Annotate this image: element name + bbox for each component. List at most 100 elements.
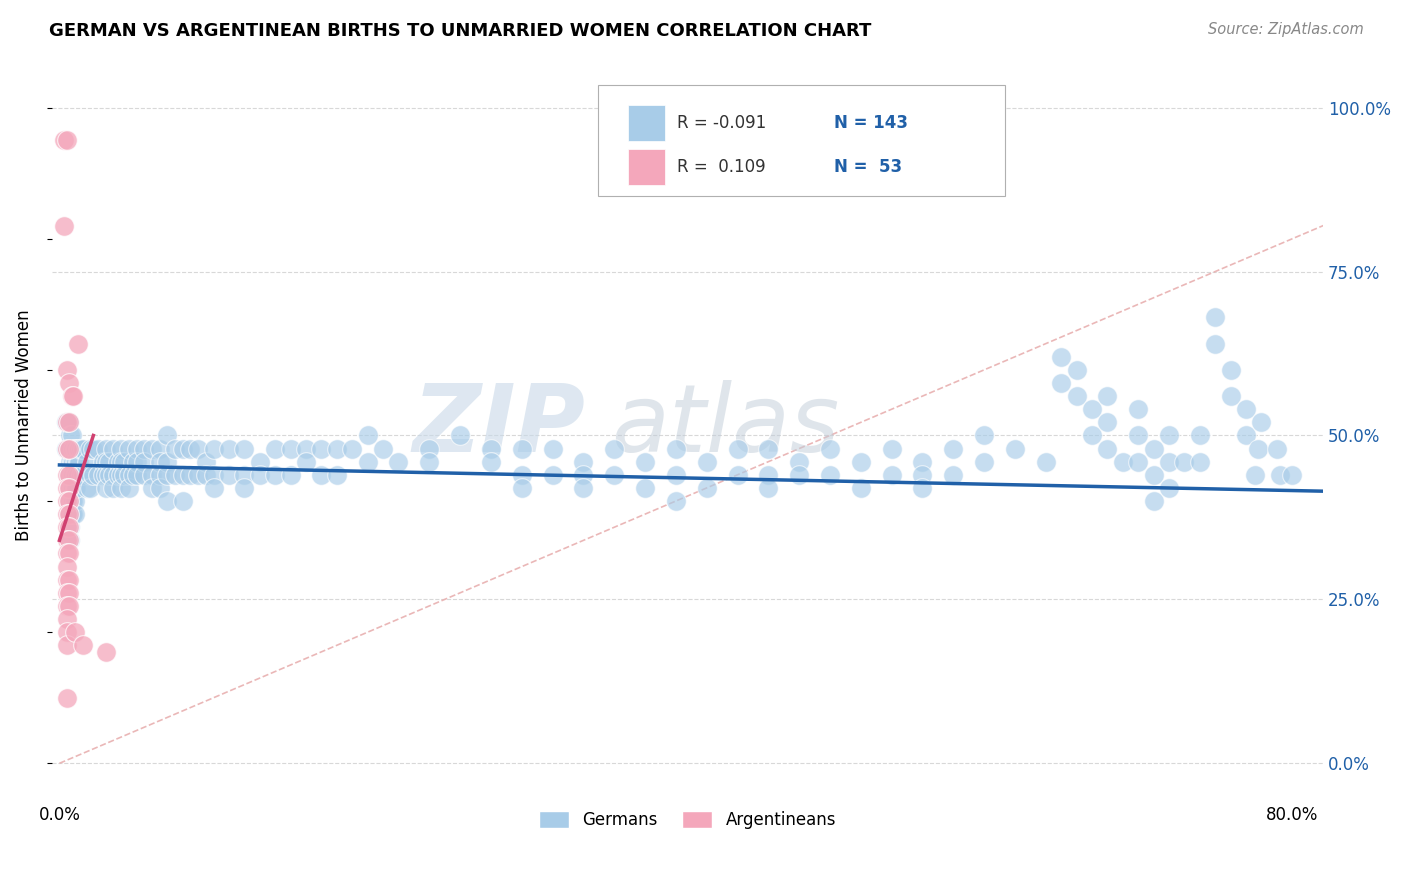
Point [1219, 363, 1241, 377]
Point [1281, 467, 1303, 482]
Point [94, 645, 117, 659]
Point [58, 415, 80, 429]
Point [634, 481, 657, 495]
Point [60, 494, 83, 508]
Point [122, 467, 145, 482]
Point [66, 455, 89, 469]
Point [665, 494, 688, 508]
Point [63, 494, 86, 508]
Text: N =  53: N = 53 [834, 158, 901, 177]
Point [572, 481, 595, 495]
Point [62, 507, 84, 521]
Point [202, 481, 225, 495]
Point [94, 442, 117, 456]
Point [62, 467, 84, 482]
Point [60, 507, 83, 521]
Point [634, 455, 657, 469]
Point [371, 442, 394, 456]
Point [110, 442, 132, 456]
Point [1035, 455, 1057, 469]
Text: GERMAN VS ARGENTINEAN BIRTHS TO UNMARRIED WOMEN CORRELATION CHART: GERMAN VS ARGENTINEAN BIRTHS TO UNMARRIE… [49, 22, 872, 40]
Point [163, 467, 186, 482]
Point [79, 467, 101, 482]
Point [1204, 310, 1226, 325]
Point [56, 363, 79, 377]
Y-axis label: Births to Unmarried Women: Births to Unmarried Women [15, 310, 32, 541]
Point [233, 481, 256, 495]
Point [97, 455, 120, 469]
Point [479, 455, 502, 469]
Point [118, 442, 141, 456]
Point [60, 428, 83, 442]
Point [56, 533, 79, 548]
Point [756, 481, 779, 495]
Point [187, 467, 209, 482]
Point [58, 573, 80, 587]
Point [55, 415, 77, 429]
Point [264, 442, 287, 456]
FancyBboxPatch shape [599, 85, 1005, 196]
Point [295, 455, 318, 469]
Point [727, 467, 749, 482]
Point [59, 455, 82, 469]
Text: atlas: atlas [612, 380, 839, 471]
Point [233, 442, 256, 456]
Point [942, 442, 965, 456]
Point [55, 442, 77, 456]
Point [63, 455, 86, 469]
Point [911, 481, 934, 495]
Point [280, 467, 302, 482]
Point [541, 467, 564, 482]
Point [510, 481, 533, 495]
Point [1204, 336, 1226, 351]
Point [58, 494, 80, 508]
Point [233, 467, 256, 482]
Point [172, 494, 194, 508]
Point [79, 442, 101, 456]
Point [65, 467, 87, 482]
Point [56, 442, 79, 456]
Point [72, 442, 94, 456]
Point [818, 442, 841, 456]
Point [56, 546, 79, 560]
Point [87, 442, 110, 456]
Point [58, 376, 80, 390]
Text: R = -0.091: R = -0.091 [678, 114, 766, 132]
Point [56, 467, 79, 482]
Point [62, 389, 84, 403]
Point [94, 467, 117, 482]
Point [65, 455, 87, 469]
Point [1188, 455, 1211, 469]
Point [572, 467, 595, 482]
Point [172, 442, 194, 456]
Point [63, 481, 86, 495]
Point [62, 455, 84, 469]
Point [1244, 467, 1267, 482]
Text: N = 143: N = 143 [834, 114, 908, 132]
Point [342, 442, 364, 456]
Point [56, 507, 79, 521]
Point [82, 442, 104, 456]
Point [1066, 389, 1088, 403]
Point [141, 481, 163, 495]
Point [63, 507, 86, 521]
Point [59, 507, 82, 521]
Point [818, 467, 841, 482]
Point [357, 428, 380, 442]
Point [91, 467, 114, 482]
Point [69, 442, 91, 456]
Point [110, 481, 132, 495]
Point [1128, 402, 1150, 417]
Point [76, 481, 98, 495]
Point [79, 481, 101, 495]
Point [59, 520, 82, 534]
Point [249, 455, 271, 469]
Point [56, 494, 79, 508]
Point [125, 467, 148, 482]
Point [134, 442, 156, 456]
Point [62, 481, 84, 495]
Point [141, 442, 163, 456]
Point [311, 442, 333, 456]
Point [1157, 455, 1180, 469]
FancyBboxPatch shape [627, 105, 665, 141]
